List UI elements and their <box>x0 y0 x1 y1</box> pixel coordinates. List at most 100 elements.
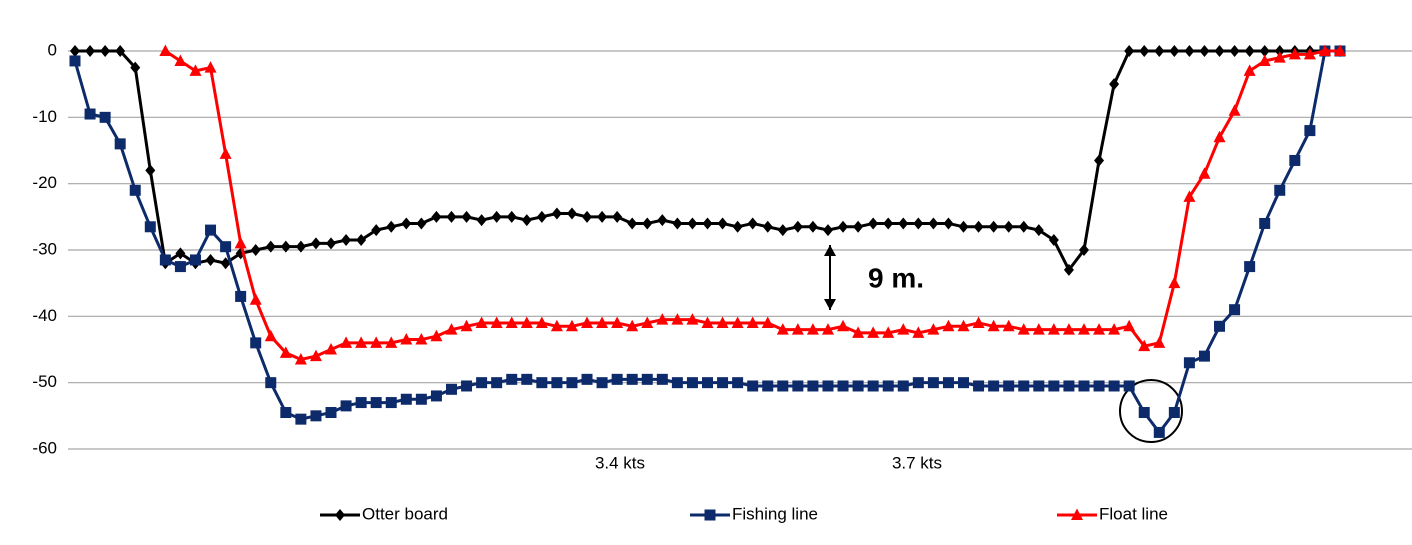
marker <box>1063 380 1075 392</box>
legend-marker <box>704 509 716 521</box>
marker <box>1077 323 1090 335</box>
marker <box>656 313 669 325</box>
marker <box>943 217 954 230</box>
legend-label: Float line <box>1099 504 1168 523</box>
marker <box>279 346 292 358</box>
marker <box>958 220 969 233</box>
marker <box>265 240 276 253</box>
series-line <box>164 49 1340 361</box>
highlight-circle <box>1119 379 1183 443</box>
marker <box>792 380 804 392</box>
marker <box>837 319 850 332</box>
marker <box>476 377 488 389</box>
legend-marker <box>335 509 345 521</box>
marker <box>280 240 291 253</box>
marker <box>702 377 713 389</box>
marker <box>822 224 833 237</box>
marker <box>1093 380 1105 392</box>
legend-label: Fishing line <box>732 504 818 523</box>
marker <box>295 240 306 253</box>
marker <box>1003 220 1014 233</box>
marker <box>701 316 714 328</box>
marker <box>295 413 307 425</box>
marker <box>837 380 849 392</box>
marker <box>234 236 247 249</box>
marker <box>717 217 728 230</box>
marker <box>566 207 577 220</box>
marker <box>145 164 156 177</box>
marker <box>1094 154 1105 167</box>
marker <box>882 326 895 338</box>
marker <box>762 220 773 233</box>
marker <box>747 380 759 392</box>
marker <box>626 319 639 332</box>
marker <box>309 349 322 362</box>
marker <box>219 147 232 159</box>
marker <box>130 61 141 74</box>
marker <box>1229 45 1240 57</box>
series <box>69 45 1346 438</box>
series-line <box>73 49 1340 434</box>
marker <box>1184 45 1195 57</box>
series <box>70 45 1345 276</box>
marker <box>806 323 819 335</box>
marker <box>702 217 713 230</box>
marker <box>476 214 487 227</box>
marker <box>611 373 623 385</box>
marker <box>1273 51 1286 63</box>
marker <box>582 210 593 223</box>
marker <box>355 397 367 409</box>
marker <box>566 377 578 389</box>
marker <box>250 244 261 256</box>
marker <box>430 390 442 402</box>
marker <box>1138 407 1150 419</box>
marker <box>1334 44 1346 56</box>
marker <box>310 410 322 422</box>
marker <box>746 316 759 328</box>
marker <box>671 377 683 389</box>
marker <box>1154 45 1165 57</box>
marker <box>505 316 518 328</box>
marker <box>761 316 774 328</box>
marker <box>521 373 533 385</box>
marker <box>807 220 818 233</box>
marker <box>491 377 503 389</box>
marker <box>415 393 427 405</box>
marker <box>1244 261 1256 273</box>
marker <box>370 397 382 409</box>
marker <box>987 319 1000 332</box>
marker <box>1003 380 1015 392</box>
marker <box>461 210 472 223</box>
marker <box>565 319 578 332</box>
legend-label: Otter board <box>362 504 448 523</box>
marker <box>897 380 909 392</box>
marker <box>175 247 186 260</box>
marker <box>1123 319 1136 332</box>
marker <box>897 323 910 335</box>
marker <box>159 44 172 56</box>
marker <box>506 210 517 223</box>
marker <box>776 323 789 335</box>
y-tick-label: 0 <box>48 40 57 59</box>
marker <box>416 217 427 230</box>
marker <box>1259 217 1271 229</box>
marker <box>1047 323 1060 335</box>
marker <box>446 210 457 223</box>
marker <box>596 316 609 328</box>
marker <box>1124 45 1135 57</box>
marker <box>822 380 834 392</box>
marker <box>821 323 834 335</box>
marker <box>401 217 412 230</box>
marker <box>611 316 624 328</box>
marker <box>325 343 338 355</box>
legend-marker <box>1071 508 1083 520</box>
marker <box>1214 320 1226 332</box>
marker <box>220 257 231 270</box>
marker <box>205 224 217 236</box>
marker <box>942 319 955 332</box>
marker <box>671 313 684 325</box>
marker <box>490 316 503 328</box>
marker <box>431 210 442 223</box>
marker <box>265 377 277 389</box>
marker <box>535 316 548 328</box>
